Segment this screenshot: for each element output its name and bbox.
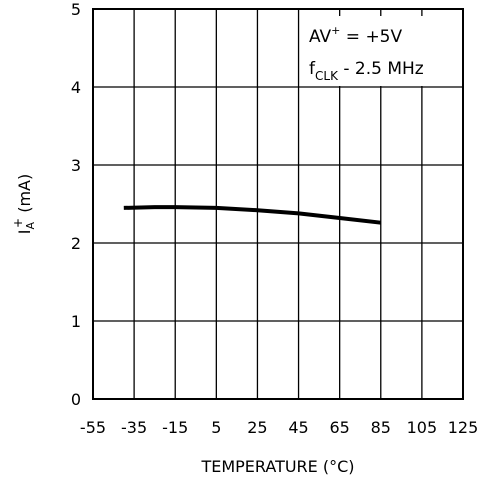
- x-tick-label: 5: [211, 418, 221, 437]
- x-axis-title: TEMPERATURE (°C): [200, 457, 354, 476]
- x-tick-label: 105: [407, 418, 438, 437]
- annotation-supply-voltage: AV+ = +5V: [309, 24, 403, 47]
- x-tick-label: -55: [80, 418, 106, 437]
- annotation-clock-frequency: fCLK - 2.5 MHz: [309, 59, 424, 83]
- y-tick-labels: 0 1 2 3 4 5: [71, 0, 81, 409]
- annotation-background: [300, 16, 458, 86]
- y-tick-label: 0: [71, 390, 81, 409]
- x-tick-label: 25: [247, 418, 267, 437]
- data-series-group: [123, 205, 382, 225]
- y-tick-label: 4: [71, 78, 81, 97]
- series-line: [123, 205, 382, 225]
- y-tick-label: 2: [71, 234, 81, 253]
- x-tick-label: 65: [329, 418, 349, 437]
- x-tick-label: 45: [288, 418, 308, 437]
- y-tick-label: 5: [71, 0, 81, 19]
- x-tick-label: 85: [371, 418, 391, 437]
- x-tick-labels: -55 -35 -15 5 25 45 65 85 105 125: [80, 418, 478, 437]
- x-tick-label: -15: [162, 418, 188, 437]
- y-tick-label: 3: [71, 156, 81, 175]
- x-tick-label: 125: [448, 418, 479, 437]
- y-axis-title: IA+ (mA): [11, 174, 37, 234]
- plot-frame: [92, 8, 464, 400]
- y-tick-label: 1: [71, 312, 81, 331]
- x-tick-label: -35: [121, 418, 147, 437]
